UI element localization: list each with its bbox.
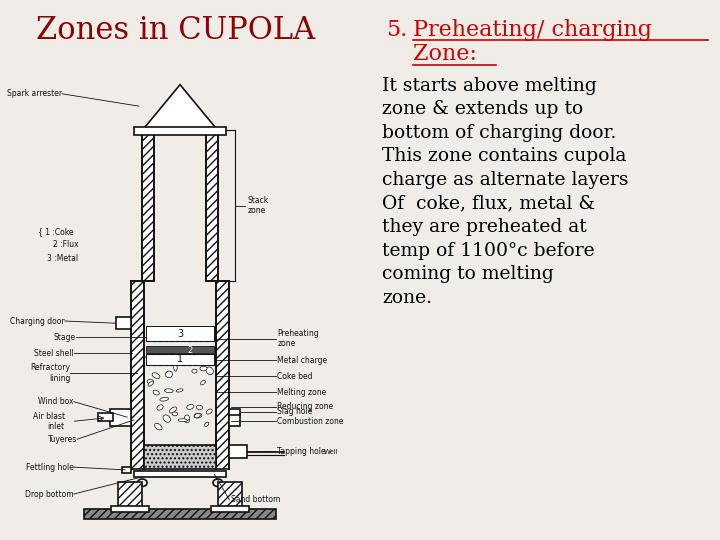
Bar	[134, 471, 226, 477]
Bar	[230, 414, 240, 426]
Ellipse shape	[172, 412, 178, 416]
Text: Slag hole: Slag hole	[277, 407, 312, 416]
Text: Preheating/ charging: Preheating/ charging	[413, 18, 652, 40]
Text: 2 :Flux: 2 :Flux	[53, 240, 78, 249]
Bar	[115, 318, 130, 329]
Text: { 1 :Coke: { 1 :Coke	[38, 227, 73, 236]
Bar	[206, 130, 217, 281]
Text: Spark arrester: Spark arrester	[7, 89, 62, 98]
Bar	[134, 126, 226, 134]
Ellipse shape	[166, 371, 173, 377]
Ellipse shape	[184, 418, 189, 423]
Ellipse shape	[157, 405, 163, 410]
Ellipse shape	[201, 380, 205, 385]
Text: 3 :Metal: 3 :Metal	[48, 254, 78, 262]
Text: Tuyeres: Tuyeres	[48, 435, 77, 444]
Text: 5.: 5.	[386, 18, 407, 40]
Text: 3: 3	[177, 329, 183, 339]
Ellipse shape	[174, 364, 177, 371]
Ellipse shape	[194, 413, 202, 418]
Text: Sand bottom: Sand bottom	[232, 495, 281, 504]
Ellipse shape	[155, 423, 162, 430]
Bar	[216, 281, 230, 469]
Text: Stage: Stage	[53, 333, 76, 342]
Ellipse shape	[197, 359, 202, 363]
Ellipse shape	[194, 414, 200, 418]
Ellipse shape	[184, 415, 189, 421]
Bar	[84, 509, 276, 519]
Polygon shape	[143, 85, 217, 130]
Text: Air blast
inlet: Air blast inlet	[32, 412, 65, 431]
Text: 1: 1	[177, 354, 183, 364]
Bar	[144, 444, 216, 469]
Ellipse shape	[168, 354, 176, 360]
Text: Metal charge: Metal charge	[277, 356, 328, 364]
Text: Melting zone: Melting zone	[277, 388, 327, 397]
Ellipse shape	[165, 389, 174, 393]
Ellipse shape	[178, 418, 187, 422]
Bar	[98, 414, 113, 422]
Bar	[143, 130, 154, 281]
Bar	[122, 467, 130, 473]
Text: Steel shell: Steel shell	[34, 349, 73, 358]
Bar	[110, 409, 130, 426]
Ellipse shape	[206, 409, 212, 414]
Ellipse shape	[206, 367, 213, 375]
Ellipse shape	[153, 390, 159, 395]
Ellipse shape	[145, 353, 154, 358]
Text: Charging door: Charging door	[10, 316, 65, 326]
Ellipse shape	[148, 381, 153, 386]
Bar	[145, 354, 215, 364]
Text: Preheating
zone: Preheating zone	[277, 329, 319, 348]
Ellipse shape	[169, 407, 176, 413]
Text: Refractory
lining: Refractory lining	[30, 363, 71, 383]
Text: Stack
zone: Stack zone	[247, 196, 269, 215]
Ellipse shape	[197, 406, 202, 409]
Text: Reducing zone: Reducing zone	[277, 402, 333, 411]
Bar	[145, 326, 215, 341]
Bar	[217, 482, 242, 509]
Bar	[230, 444, 246, 458]
Ellipse shape	[147, 380, 153, 384]
Text: Wind box: Wind box	[38, 397, 73, 406]
Text: Zones in CUPOLA: Zones in CUPOLA	[36, 15, 315, 46]
Ellipse shape	[200, 366, 207, 371]
Ellipse shape	[152, 373, 160, 379]
Ellipse shape	[163, 415, 171, 422]
Ellipse shape	[176, 389, 183, 392]
Text: Drop bottom: Drop bottom	[25, 490, 73, 498]
Bar	[130, 281, 144, 469]
Bar	[112, 507, 149, 512]
Ellipse shape	[186, 404, 194, 409]
Text: Coke bed: Coke bed	[277, 372, 313, 381]
Text: Fettling hole: Fettling hole	[26, 463, 73, 471]
Bar	[230, 409, 240, 415]
Ellipse shape	[204, 422, 209, 427]
Text: It starts above melting
zone & extends up to
bottom of charging door.
This zone : It starts above melting zone & extends u…	[382, 77, 629, 307]
Bar	[118, 482, 143, 509]
Text: Zone:: Zone:	[413, 43, 477, 65]
Text: Tapping hole: Tapping hole	[277, 447, 326, 456]
Ellipse shape	[160, 397, 168, 401]
Bar	[145, 346, 215, 353]
Text: Combustion zone: Combustion zone	[277, 417, 344, 426]
Bar	[211, 507, 248, 512]
Ellipse shape	[192, 369, 197, 373]
Text: 2: 2	[188, 346, 193, 355]
Text: Well: Well	[324, 449, 339, 455]
